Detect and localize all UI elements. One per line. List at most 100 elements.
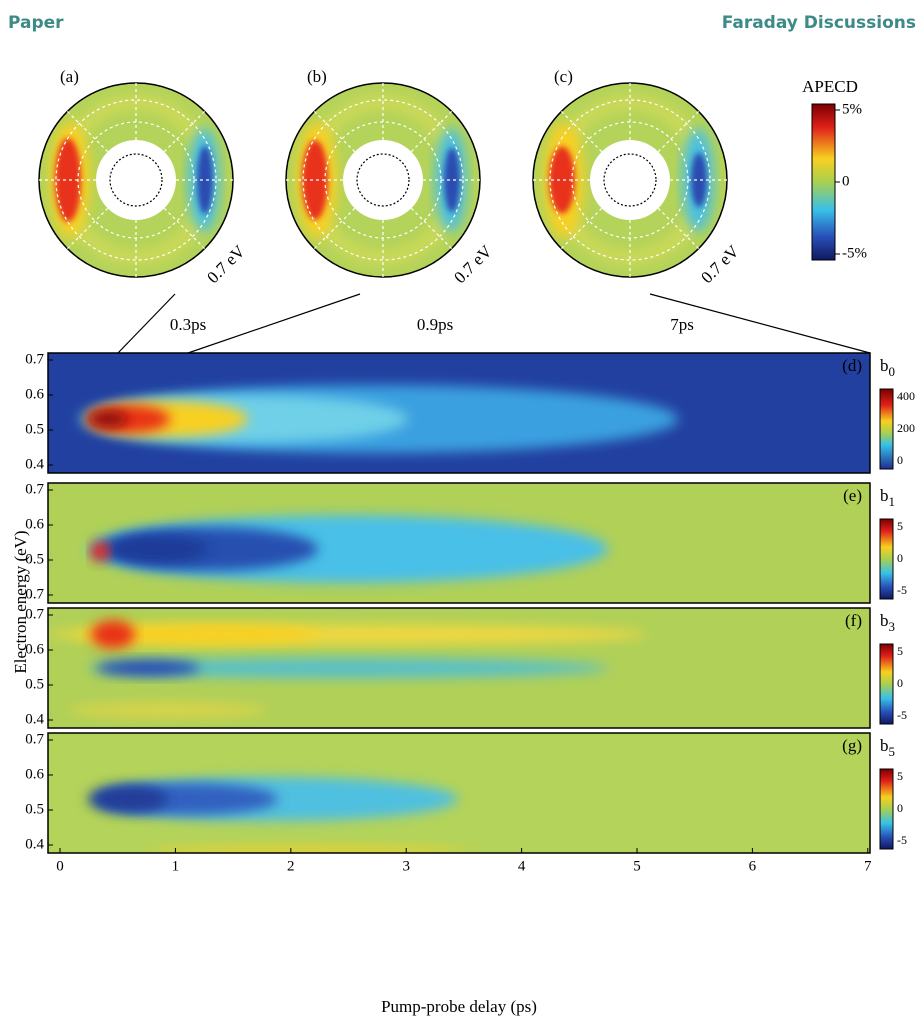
polar-panel: (a) 0.7 eV 0.3ps — [38, 67, 249, 334]
heatmap-frame — [47, 607, 871, 729]
x-tick-label: 0 — [56, 858, 64, 874]
heatmap-region — [108, 535, 208, 563]
colorbar — [879, 768, 894, 850]
energy-label: 0.7 eV — [203, 241, 249, 287]
inner-hole — [590, 140, 670, 220]
inner-hole — [96, 140, 176, 220]
y-tick-label: 0.6 — [25, 766, 44, 782]
colorbar — [879, 518, 894, 600]
heatmap-region — [148, 845, 468, 853]
panel-label: (b) — [307, 67, 327, 86]
colorbar — [811, 103, 836, 261]
inner-dotted — [356, 153, 410, 207]
colorbar-label: 5 — [897, 644, 903, 658]
inner-dotted — [109, 153, 163, 207]
connector — [117, 293, 176, 354]
y-tick-label: 0.7 — [25, 606, 44, 622]
x-tick-label: 4 — [518, 858, 526, 874]
heatmap-region — [91, 620, 135, 649]
header-right: Faraday Discussions — [722, 13, 916, 33]
colorbar-label: 400 — [897, 389, 915, 403]
heatmap-region — [78, 624, 318, 645]
connector — [649, 293, 871, 354]
inner-hole — [343, 140, 423, 220]
y-tick-label: 0.5 — [25, 801, 44, 817]
y-axis-label: Electron energy (eV) — [11, 530, 30, 673]
subscript: 0 — [889, 364, 896, 379]
panel-label: (e) — [843, 486, 862, 505]
colorbar — [879, 388, 894, 470]
colorbar-label: 0 — [842, 173, 850, 189]
y-tick-label: 0.5 — [25, 676, 44, 692]
header-left: Paper — [8, 13, 64, 33]
heatmap: (f) 0.7 0.6 0.5 0.4 b35 0 -5 — [25, 606, 907, 729]
subscript: 5 — [889, 744, 896, 759]
time-label: 0.9ps — [417, 315, 453, 334]
colorbar-label: -5 — [897, 833, 907, 847]
y-tick-label: 0.5 — [25, 421, 44, 437]
heatmap-frame — [47, 352, 871, 474]
x-tick-label: 2 — [287, 858, 295, 874]
polar-panel: (b) 0.7 eV 0.9ps — [285, 67, 496, 334]
neg-lobe — [444, 147, 460, 213]
x-tick-label: 6 — [749, 858, 757, 874]
pos-lobe — [55, 138, 81, 222]
coefficient-label: b1 — [880, 486, 895, 509]
heatmap-panels: (d)0.70.60.50.4b04002000(e)0.70.60.50.7b… — [11, 351, 915, 1016]
y-tick-label: 0.7 — [25, 481, 44, 497]
x-axis-label: Pump-probe delay (ps) — [381, 997, 537, 1016]
y-tick-label: 0.4 — [25, 836, 44, 852]
colorbar-label: -5% — [842, 245, 867, 261]
polar-panel: (c) 0.7 eV 7ps — [532, 67, 743, 334]
grid-circle — [549, 99, 711, 261]
y-tick-label: 0.4 — [25, 456, 44, 472]
heatmap-region — [96, 660, 200, 676]
panel-label: (c) — [554, 67, 573, 86]
colorbar-label: 0 — [897, 551, 903, 565]
coefficient: b — [880, 356, 889, 375]
colorbar-label: -5 — [897, 708, 907, 722]
heatmap-region — [90, 541, 110, 562]
neg-lobe — [691, 152, 707, 208]
y-tick-label: 0.7 — [25, 351, 44, 367]
heatmap: (e) 0.7 0.6 0.5 0.7 b15 0 -5 — [25, 481, 907, 604]
colorbar — [879, 643, 894, 725]
coefficient-label: b0 — [880, 356, 895, 379]
x-tick-label: 3 — [402, 858, 410, 874]
connector — [187, 293, 361, 354]
heatmap: (g) 0.7 0.6 0.5 0.4 b55 0 -5 — [25, 731, 907, 854]
colorbar-label: 5 — [897, 519, 903, 533]
subscript: 1 — [889, 494, 896, 509]
coefficient: b — [880, 736, 889, 755]
pos-lobe — [549, 146, 575, 214]
coefficient: b — [880, 611, 889, 630]
x-tick-label: 7 — [864, 858, 872, 874]
heatmap-region — [88, 785, 168, 813]
y-tick-label: 0.7 — [25, 586, 44, 602]
heatmap-frame — [47, 482, 871, 604]
grid-circle — [55, 99, 217, 261]
panel-label: (f) — [845, 611, 862, 630]
panel-label: (d) — [842, 356, 862, 375]
inner-dotted — [603, 153, 657, 207]
heatmap-fill — [48, 483, 870, 603]
polar-panels: (a) 0.7 eV 0.3ps (b) 0.7 eV 0.9ps (c) 0.7 eV 7ps… — [38, 67, 871, 354]
heatmap-region — [88, 411, 128, 427]
heatmap-region — [68, 702, 268, 718]
y-tick-label: 0.4 — [25, 711, 44, 727]
colorbar-label: 0 — [897, 676, 903, 690]
panel-label: (g) — [842, 736, 862, 755]
panel-label: (a) — [60, 67, 79, 86]
heatmap-fill — [48, 608, 870, 728]
time-label: 0.3ps — [170, 315, 206, 334]
heatmap-region — [88, 658, 608, 678]
x-tick-label: 1 — [172, 858, 180, 874]
y-tick-label: 0.6 — [25, 386, 44, 402]
heatmap-fill — [48, 353, 870, 473]
time-label: 7ps — [670, 315, 694, 334]
colorbar-label: 0 — [897, 453, 903, 467]
colorbar-title: APECD — [802, 77, 858, 96]
colorbar-label: -5 — [897, 583, 907, 597]
